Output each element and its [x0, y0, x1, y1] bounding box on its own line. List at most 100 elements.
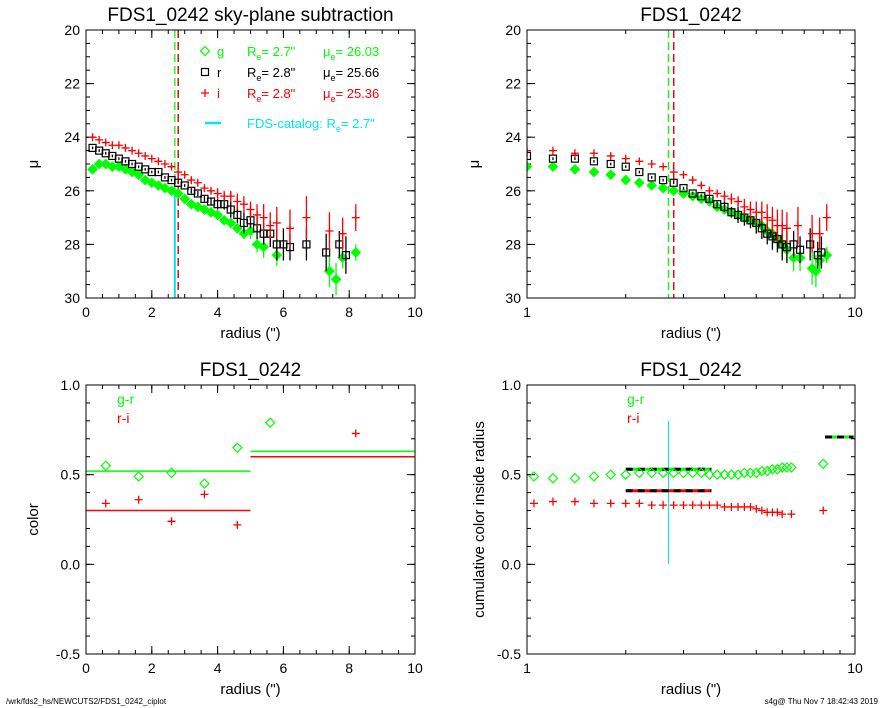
data-point — [695, 467, 707, 479]
data-point — [233, 210, 242, 220]
data-point — [647, 501, 656, 510]
data-point — [548, 154, 558, 163]
data-point — [704, 469, 715, 481]
data-point — [659, 175, 668, 185]
data-point — [668, 467, 680, 479]
data-point — [746, 205, 755, 214]
data-point — [258, 241, 270, 253]
data-point — [772, 463, 783, 475]
x-tick-label: 10 — [407, 304, 423, 320]
legend-band-label: g — [217, 44, 224, 59]
x-tick-label: 0 — [82, 660, 90, 676]
x-tick-label: 1 — [523, 660, 531, 676]
data-point — [266, 221, 275, 230]
y-tick-label: -0.5 — [56, 646, 80, 662]
plot-area — [87, 30, 362, 298]
y-tick-label: 28 — [505, 236, 521, 252]
data-point — [669, 501, 678, 510]
panels: FDS1_0242 sky-plane subtraction radius ("… — [25, 5, 863, 698]
data-point — [338, 229, 347, 238]
data-point — [226, 192, 235, 201]
data-point — [141, 151, 150, 160]
chart-title: FDS1_0242 sky-plane subtraction — [107, 5, 393, 26]
data-point — [174, 168, 183, 177]
data-point — [226, 205, 235, 214]
x-tick-label: 6 — [280, 660, 288, 676]
data-point — [687, 467, 699, 479]
data-point — [727, 194, 736, 203]
data-point — [330, 273, 342, 285]
y-tick-label: 26 — [505, 183, 521, 199]
chart-title: FDS1_0242 — [640, 360, 741, 381]
data-point — [757, 224, 766, 233]
legend-mu: μe= 25.36 — [323, 86, 379, 104]
chart-title: FDS1_0242 — [640, 5, 741, 26]
series-i — [88, 133, 360, 250]
data-point — [688, 501, 697, 510]
data-point — [259, 213, 268, 222]
y-tick-label: 28 — [64, 236, 80, 252]
data-point — [213, 189, 222, 198]
data-point — [720, 502, 729, 511]
data-point — [233, 197, 242, 206]
x-tick-label: 10 — [847, 304, 863, 320]
data-point — [88, 133, 97, 142]
data-point — [659, 162, 668, 171]
data-point — [657, 182, 669, 194]
data-point — [734, 197, 743, 206]
data-point — [180, 170, 189, 179]
data-point — [302, 213, 311, 222]
data-point — [786, 462, 797, 473]
x-tick-label: 2 — [148, 304, 156, 320]
data-point — [246, 205, 255, 214]
data-point — [233, 520, 242, 529]
data-point — [757, 208, 766, 217]
data-point — [606, 499, 615, 508]
data-point — [635, 157, 644, 166]
data-point — [778, 221, 787, 230]
data-point — [697, 501, 706, 510]
data-point — [527, 161, 533, 173]
data-point — [134, 495, 143, 504]
data-point — [733, 210, 743, 220]
legend-mu: μe= 25.66 — [323, 65, 379, 83]
data-point — [810, 265, 822, 277]
y-tick-label: 22 — [64, 76, 80, 92]
x-axis-label: radius (") — [661, 325, 721, 342]
y-tick-label: 1.0 — [61, 377, 81, 393]
data-point — [200, 184, 209, 193]
data-point — [819, 506, 828, 515]
x-tick-label: 6 — [280, 304, 288, 320]
data-point — [325, 227, 334, 235]
data-point — [778, 510, 787, 519]
legend: g-r r-i — [117, 391, 134, 426]
data-point — [172, 188, 184, 199]
series-g-r — [528, 458, 829, 484]
data-point — [351, 213, 360, 222]
panel-p1: FDS1_0242 sky-plane subtraction radius ("… — [25, 5, 423, 342]
plot-frame — [526, 29, 856, 299]
chart-title: FDS1_0242 — [200, 360, 301, 381]
x-axis-label: radius (") — [220, 325, 280, 342]
data-point — [697, 181, 706, 190]
data-point — [231, 442, 243, 454]
legend: g-r r-i — [627, 391, 644, 426]
data-point — [795, 245, 805, 254]
legend-label: g-r — [627, 391, 644, 407]
y-tick-label: 24 — [64, 129, 80, 145]
data-point — [679, 501, 688, 510]
y-tick-label: 0.5 — [61, 467, 81, 483]
data-point — [548, 497, 557, 506]
y-tick-label: -0.5 — [497, 646, 521, 662]
plot-area — [528, 420, 854, 565]
data-point — [87, 164, 98, 175]
y-tick-label: 30 — [64, 290, 80, 306]
data-point — [350, 247, 362, 258]
data-point — [134, 149, 143, 158]
data-point — [527, 146, 531, 155]
data-point — [589, 499, 598, 508]
legend-marker — [201, 89, 209, 97]
